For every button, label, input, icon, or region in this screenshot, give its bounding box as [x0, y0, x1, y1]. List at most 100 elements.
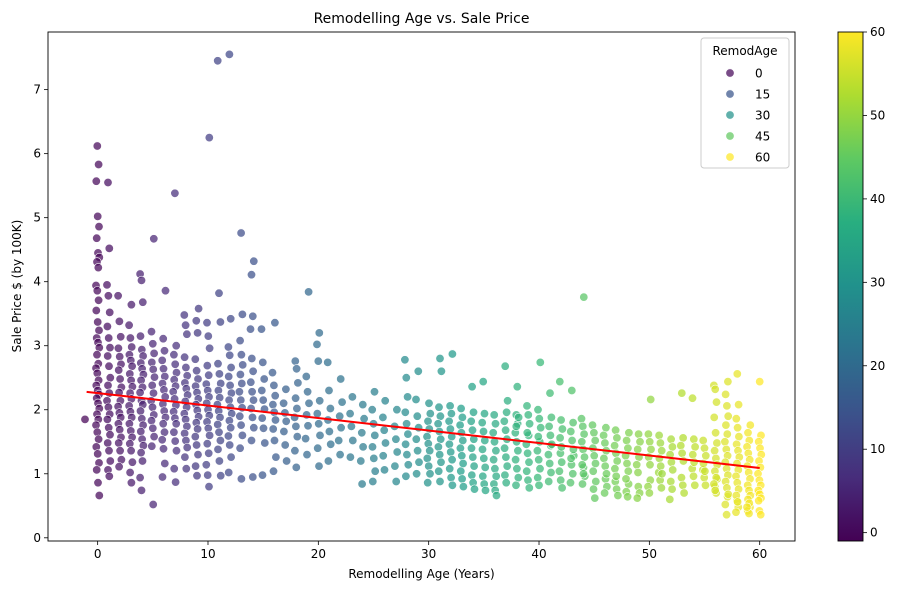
- data-point: [181, 320, 191, 330]
- data-point: [126, 478, 136, 488]
- data-point: [754, 496, 764, 506]
- data-point: [503, 396, 513, 406]
- data-point: [193, 424, 203, 434]
- data-point: [238, 360, 248, 370]
- y-tick-label: 3: [33, 339, 41, 353]
- data-point: [337, 397, 347, 407]
- data-point: [590, 458, 600, 468]
- data-point: [368, 476, 378, 486]
- data-point: [135, 473, 145, 483]
- data-point: [312, 409, 322, 419]
- data-point: [424, 398, 434, 408]
- data-point: [502, 407, 512, 417]
- data-point: [225, 350, 235, 360]
- data-point: [722, 429, 732, 439]
- data-point: [557, 483, 567, 493]
- data-point: [93, 263, 103, 273]
- data-point: [610, 441, 620, 451]
- data-point: [457, 474, 467, 484]
- data-point: [666, 434, 676, 444]
- data-point: [545, 430, 555, 440]
- data-point: [213, 444, 223, 454]
- data-point: [501, 478, 511, 488]
- data-point: [467, 425, 477, 435]
- data-point: [158, 419, 168, 429]
- data-point: [182, 329, 192, 339]
- data-point: [403, 392, 413, 402]
- plot-frame: [47, 31, 796, 542]
- data-point: [446, 447, 456, 457]
- data-point: [612, 456, 622, 466]
- data-point: [235, 336, 245, 346]
- data-point: [246, 377, 256, 387]
- data-point: [94, 160, 104, 170]
- data-point: [390, 461, 400, 471]
- data-point: [478, 471, 488, 481]
- data-point: [525, 419, 535, 429]
- data-point: [577, 437, 587, 447]
- data-point: [103, 351, 113, 361]
- data-point: [235, 411, 245, 421]
- colorbar-tick-label: 0: [870, 526, 878, 540]
- data-point: [613, 490, 623, 500]
- data-point: [488, 428, 498, 438]
- data-point: [147, 380, 157, 390]
- data-point: [292, 432, 302, 442]
- data-point: [456, 466, 466, 476]
- data-point: [511, 480, 521, 490]
- data-point: [392, 405, 402, 415]
- data-point: [260, 438, 270, 448]
- data-point: [412, 411, 422, 421]
- data-point: [249, 395, 259, 405]
- y-tick-label: 2: [33, 403, 41, 417]
- data-point: [103, 178, 113, 188]
- data-point: [522, 428, 532, 438]
- data-point: [336, 374, 346, 384]
- data-point: [179, 310, 189, 320]
- data-point: [412, 469, 422, 479]
- data-point: [500, 470, 510, 480]
- data-point: [458, 482, 468, 492]
- data-point: [611, 471, 621, 481]
- data-point: [94, 295, 104, 305]
- data-point: [94, 222, 104, 232]
- data-point: [270, 318, 280, 328]
- data-point: [656, 483, 666, 493]
- x-tick-label: 60: [752, 547, 767, 561]
- data-point: [161, 286, 171, 296]
- data-point: [357, 428, 367, 438]
- legend-label: 60: [755, 151, 770, 165]
- data-point: [257, 385, 267, 395]
- data-point: [434, 466, 444, 476]
- data-point: [587, 420, 597, 430]
- data-point: [469, 461, 479, 471]
- data-point: [335, 450, 345, 460]
- data-point: [599, 430, 609, 440]
- legend-marker: [725, 131, 735, 141]
- x-tick-label: 40: [531, 547, 546, 561]
- data-point: [114, 462, 124, 472]
- data-point: [334, 435, 344, 445]
- data-point: [158, 472, 168, 482]
- data-point: [325, 403, 335, 413]
- colorbar-ticks: 0 10 20 30 40 50 60: [863, 25, 885, 540]
- data-point: [436, 366, 446, 376]
- data-point: [657, 469, 667, 479]
- data-point: [425, 409, 435, 419]
- data-point: [204, 133, 214, 143]
- data-point: [722, 401, 732, 411]
- data-point: [314, 461, 324, 471]
- data-point: [543, 450, 553, 460]
- data-point: [136, 426, 146, 436]
- data-point: [721, 389, 731, 399]
- data-point: [710, 485, 720, 495]
- data-point: [268, 400, 278, 410]
- data-point: [511, 455, 521, 465]
- data-point: [216, 471, 226, 481]
- data-point: [489, 410, 499, 420]
- data-point: [223, 431, 233, 441]
- data-point: [150, 372, 160, 382]
- data-point: [501, 452, 511, 462]
- data-point: [545, 458, 555, 468]
